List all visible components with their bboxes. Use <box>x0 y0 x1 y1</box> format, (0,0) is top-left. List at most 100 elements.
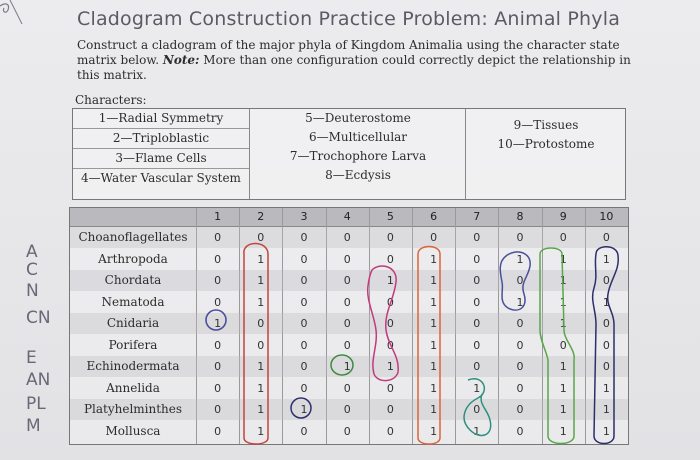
characters-column-1: 1—Radial Symmetry 2—Triploblastic 3—Flam… <box>73 109 249 199</box>
page-title: Cladogram Construction Practice Problem:… <box>77 8 621 30</box>
character-state-cell: 1 <box>430 295 438 309</box>
corner-pen-mark <box>0 0 23 25</box>
matrix-column-header: 7 <box>473 210 481 223</box>
margin-note-letter: AN <box>26 370 51 390</box>
character-state-cell: 1 <box>430 381 438 395</box>
character-state-cell: 1 <box>430 274 438 287</box>
taxon-name: Chordata <box>104 273 162 287</box>
character-state-cell: 0 <box>386 317 394 330</box>
taxon-name: Platyhelminthes <box>83 402 183 416</box>
character-state-cell: 0 <box>559 338 567 352</box>
matrix-column-header: 9 <box>559 210 567 223</box>
character-state-cell: 0 <box>343 381 351 395</box>
character-state-cell: 1 <box>559 274 567 287</box>
taxon-name: Annelida <box>106 380 160 395</box>
matrix-grid-line <box>584 208 586 444</box>
margin-note-letter: A <box>26 242 38 262</box>
character-state-cell: 0 <box>516 274 524 287</box>
character-state-cell: 0 <box>214 360 222 373</box>
character-state-cell: 1 <box>473 381 481 395</box>
taxon-name: Cnidaria <box>106 316 160 330</box>
character-state-cell: 1 <box>257 403 265 416</box>
character-state-cell: 0 <box>343 295 351 309</box>
matrix-grid-line <box>498 208 500 444</box>
character-state-cell: 0 <box>300 231 308 244</box>
character-state-cell: 0 <box>602 317 610 330</box>
character-state-cell: 0 <box>257 231 265 244</box>
matrix-column-header: 8 <box>516 210 524 223</box>
margin-note-letter: C <box>26 260 38 280</box>
character-state-cell: 0 <box>214 381 222 395</box>
character-state-cell: 1 <box>386 360 394 373</box>
margin-note-letter: PL <box>26 394 46 414</box>
matrix-grid-line <box>412 208 413 444</box>
character-state-cell: 1 <box>559 252 567 266</box>
table-row: Chordata 0 1 0 0 1 1 0 0 1 0 <box>70 270 628 291</box>
character-state-matrix: 1 2 3 4 5 6 7 8 9 10 Choanoflagellates 0 0 0 0 0 0 0 0 0 0 A… <box>69 207 629 445</box>
instructions-main: Construct a cladogram of the major phyla… <box>77 38 620 67</box>
character-state-cell: 0 <box>602 360 610 373</box>
margin-note-letter: CN <box>26 308 51 328</box>
matrix-grid-line <box>239 208 241 444</box>
character-state-cell: 0 <box>300 381 308 395</box>
character-state-cell: 1 <box>386 274 394 287</box>
taxon-name: Porifera <box>108 337 158 352</box>
instructions-note-label: Note: <box>162 53 200 67</box>
characters-column-3: 9—Tissues 10—Protostome <box>465 109 626 199</box>
character-state-cell: 0 <box>300 252 308 266</box>
character-state-cell: 0 <box>300 317 308 330</box>
character-state-cell: 0 <box>343 317 351 330</box>
character-state-cell: 1 <box>300 403 308 416</box>
matrix-header-row: 1 2 3 4 5 6 7 8 9 10 <box>70 208 628 227</box>
character-state-cell: 0 <box>214 424 222 438</box>
character-state-cell: 0 <box>473 295 481 309</box>
character-state-cell: 0 <box>300 424 308 438</box>
character-state-cell: 1 <box>602 252 610 266</box>
character-state-cell: 1 <box>559 360 567 373</box>
character-state-cell: 0 <box>473 317 481 330</box>
table-row: Platyhelminthes 0 1 1 0 0 1 0 0 1 1 <box>70 399 628 420</box>
character-state-cell: 0 <box>473 360 481 373</box>
character-state-cell: 0 <box>214 231 222 244</box>
character-state-cell: 1 <box>559 295 567 309</box>
character-state-cell: 0 <box>343 231 351 244</box>
character-state-cell: 1 <box>602 424 610 438</box>
character-item: 8—Ecdysis <box>325 168 391 182</box>
character-state-cell: 1 <box>473 424 481 438</box>
matrix-column-header: 1 <box>214 210 222 223</box>
character-state-cell: 0 <box>602 338 610 352</box>
matrix-grid-line <box>282 208 284 444</box>
character-state-cell: 0 <box>516 317 524 330</box>
character-state-cell: 1 <box>516 295 524 309</box>
matrix-column-header: 4 <box>343 210 351 223</box>
character-state-cell: 0 <box>214 403 222 416</box>
character-state-cell: 0 <box>386 295 394 309</box>
margin-note-letter: N <box>26 281 39 301</box>
table-row: Nematoda 0 1 0 0 0 1 0 1 1 1 <box>70 292 628 313</box>
matrix-column-header: 6 <box>430 210 438 223</box>
matrix-grid-line <box>455 208 457 444</box>
character-state-cell: 1 <box>559 424 567 438</box>
matrix-column-header: 5 <box>386 210 394 223</box>
character-item: 10—Protostome <box>497 137 595 151</box>
margin-note-letter: E <box>26 348 37 368</box>
character-state-cell: 1 <box>430 252 438 266</box>
character-state-cell: 0 <box>214 338 222 352</box>
character-state-cell: 0 <box>602 274 610 287</box>
character-state-cell: 0 <box>343 424 351 438</box>
character-state-cell: 1 <box>214 317 222 330</box>
instructions: Construct a cladogram of the major phyla… <box>77 38 637 83</box>
character-state-cell: 0 <box>386 252 394 266</box>
character-state-cell: 1 <box>559 317 567 330</box>
character-state-cell: 1 <box>602 295 610 309</box>
matrix-grid-line <box>325 208 327 444</box>
character-state-cell: 1 <box>430 424 438 438</box>
table-row: Annelida 0 1 0 0 0 1 1 0 1 1 <box>70 378 628 399</box>
character-item: 4—Water Vascular System <box>81 171 241 185</box>
character-item: 5—Deuterostome <box>305 111 411 125</box>
character-state-cell: 0 <box>343 274 351 287</box>
character-state-cell: 1 <box>516 252 524 266</box>
character-state-cell: 0 <box>516 403 524 416</box>
character-state-cell: 1 <box>257 295 265 309</box>
character-state-cell: 0 <box>473 252 481 266</box>
